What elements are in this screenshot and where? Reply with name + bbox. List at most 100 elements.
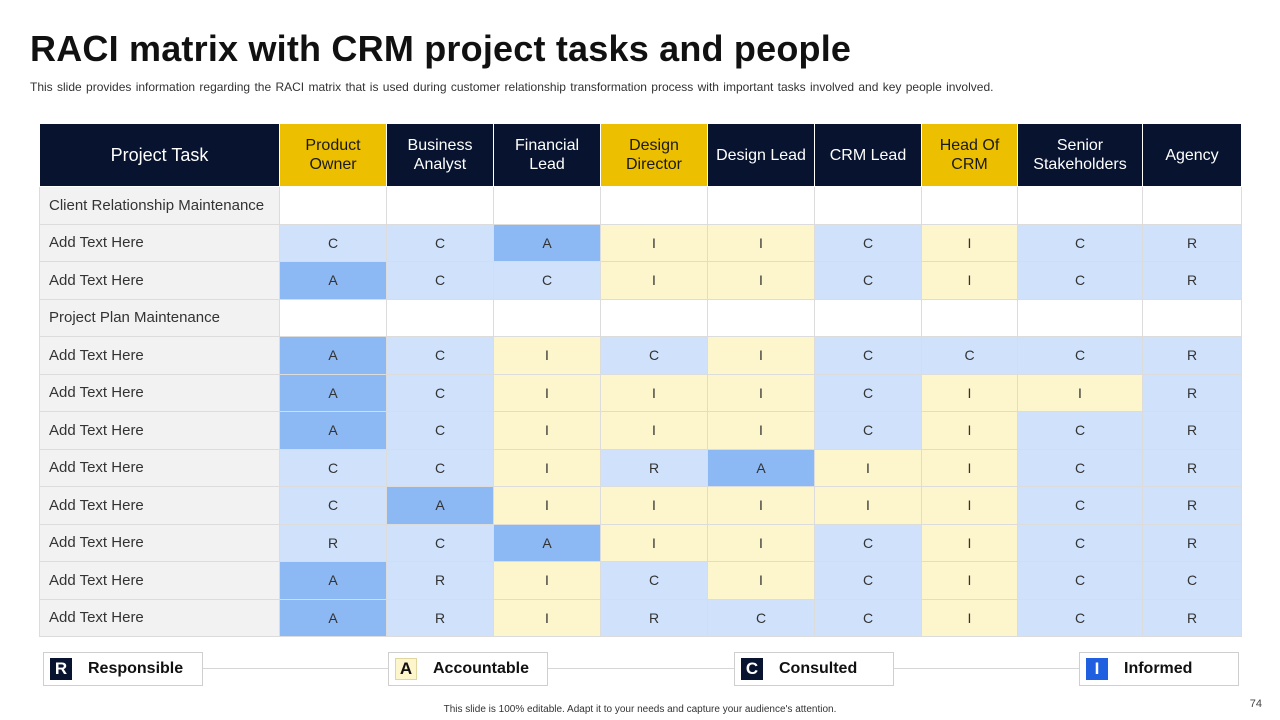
- empty-cell: [1142, 298, 1242, 337]
- empty-cell: [814, 186, 922, 225]
- header-role: Product Owner: [279, 123, 387, 187]
- task-label: Add Text Here: [39, 523, 280, 562]
- empty-cell: [600, 186, 708, 225]
- task-label: Add Text Here: [39, 598, 280, 637]
- task-label: Add Text Here: [39, 411, 280, 450]
- header-project-task: Project Task: [39, 123, 280, 187]
- raci-cell: C: [386, 411, 494, 450]
- task-label: Add Text Here: [39, 373, 280, 412]
- raci-cell: I: [493, 373, 601, 412]
- raci-cell: A: [493, 223, 601, 262]
- raci-cell: C: [814, 223, 922, 262]
- table-row: Add Text Here A C I C I C C C R: [39, 336, 1242, 375]
- legend-divider: [60, 668, 1220, 669]
- task-label: Add Text Here: [39, 261, 280, 300]
- raci-cell: C: [1017, 261, 1143, 300]
- raci-cell: A: [279, 561, 387, 600]
- raci-cell: I: [921, 561, 1018, 600]
- raci-cell: C: [1017, 411, 1143, 450]
- raci-cell: I: [600, 486, 708, 525]
- raci-cell: C: [386, 448, 494, 487]
- raci-cell: C: [1017, 561, 1143, 600]
- empty-cell: [600, 298, 708, 337]
- legend-label: Responsible: [88, 660, 184, 677]
- empty-cell: [1142, 186, 1242, 225]
- consulted-badge-icon: C: [741, 658, 763, 680]
- legend-label: Accountable: [433, 660, 530, 677]
- header-role: Design Director: [600, 123, 708, 187]
- raci-cell: I: [493, 598, 601, 637]
- table-row: Add Text Here A C I I I C I I R: [39, 373, 1242, 412]
- raci-cell: I: [707, 561, 815, 600]
- legend-label: Informed: [1124, 660, 1193, 677]
- empty-cell: [279, 298, 387, 337]
- empty-cell: [814, 298, 922, 337]
- header-role: Senior Stakeholders: [1017, 123, 1143, 187]
- raci-cell: I: [921, 598, 1018, 637]
- raci-cell: I: [921, 448, 1018, 487]
- raci-cell: I: [707, 486, 815, 525]
- raci-cell: I: [493, 411, 601, 450]
- raci-cell: A: [279, 336, 387, 375]
- raci-cell: R: [1142, 523, 1242, 562]
- raci-cell: C: [600, 336, 708, 375]
- header-role: Agency: [1142, 123, 1242, 187]
- header-role: CRM Lead: [814, 123, 922, 187]
- raci-cell: I: [707, 373, 815, 412]
- raci-cell: A: [707, 448, 815, 487]
- raci-cell: R: [386, 561, 494, 600]
- legend-informed: I Informed: [1079, 652, 1239, 686]
- raci-cell: C: [279, 448, 387, 487]
- footer-note: This slide is 100% editable. Adapt it to…: [443, 704, 837, 715]
- raci-cell: I: [600, 411, 708, 450]
- table-row: Add Text Here A R I C I C I C C: [39, 561, 1242, 600]
- raci-cell: C: [814, 373, 922, 412]
- empty-cell: [921, 298, 1018, 337]
- informed-badge-icon: I: [1086, 658, 1108, 680]
- raci-cell: I: [921, 223, 1018, 262]
- table-row: Add Text Here A C I I I C I C R: [39, 411, 1242, 450]
- raci-cell: I: [921, 373, 1018, 412]
- raci-cell: A: [493, 523, 601, 562]
- raci-cell: I: [1017, 373, 1143, 412]
- raci-cell: C: [1017, 223, 1143, 262]
- raci-cell: C: [814, 261, 922, 300]
- empty-cell: [493, 298, 601, 337]
- raci-cell: R: [1142, 373, 1242, 412]
- raci-cell: I: [600, 373, 708, 412]
- table-row: Add Text Here C C I R A I I C R: [39, 448, 1242, 487]
- responsible-badge-icon: R: [50, 658, 72, 680]
- empty-cell: [386, 298, 494, 337]
- header-row: Project Task Product Owner Business Anal…: [39, 123, 1242, 187]
- empty-cell: [1017, 298, 1143, 337]
- raci-cell: I: [814, 486, 922, 525]
- raci-cell: I: [707, 223, 815, 262]
- section-row: Client Relationship Maintenance: [39, 186, 1242, 225]
- raci-cell: A: [279, 261, 387, 300]
- empty-cell: [386, 186, 494, 225]
- raci-cell: C: [1017, 486, 1143, 525]
- raci-cell: C: [814, 523, 922, 562]
- section-label: Client Relationship Maintenance: [39, 186, 280, 225]
- table-row: Add Text Here A C C I I C I C R: [39, 261, 1242, 300]
- empty-cell: [921, 186, 1018, 225]
- raci-cell: R: [1142, 598, 1242, 637]
- task-label: Add Text Here: [39, 336, 280, 375]
- section-row: Project Plan Maintenance: [39, 298, 1242, 337]
- empty-cell: [707, 298, 815, 337]
- raci-cell: R: [1142, 411, 1242, 450]
- table-row: Add Text Here A R I R C C I C R: [39, 598, 1242, 637]
- legend-responsible: R Responsible: [43, 652, 203, 686]
- slide-subtitle: This slide provides information regardin…: [30, 80, 994, 94]
- raci-cell: C: [814, 336, 922, 375]
- raci-cell: R: [1142, 336, 1242, 375]
- raci-cell: R: [1142, 486, 1242, 525]
- raci-cell: C: [386, 261, 494, 300]
- raci-cell: C: [814, 598, 922, 637]
- table-row: Add Text Here R C A I I C I C R: [39, 523, 1242, 562]
- raci-cell: C: [921, 336, 1018, 375]
- raci-cell: I: [707, 411, 815, 450]
- raci-cell: C: [279, 223, 387, 262]
- section-label: Project Plan Maintenance: [39, 298, 280, 337]
- raci-cell: I: [707, 523, 815, 562]
